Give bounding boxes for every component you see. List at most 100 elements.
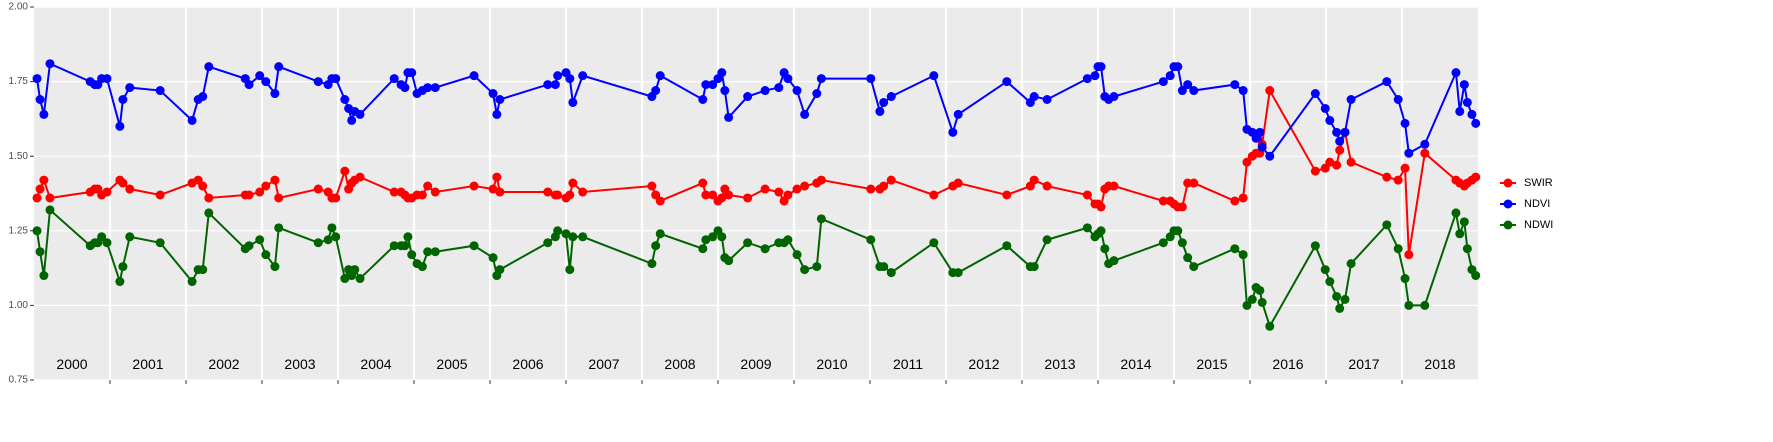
point xyxy=(125,83,135,93)
point xyxy=(1183,253,1193,263)
point xyxy=(32,74,42,84)
point xyxy=(543,187,553,197)
point xyxy=(1090,71,1100,81)
point xyxy=(331,232,341,242)
point xyxy=(1165,71,1175,81)
point xyxy=(331,74,341,84)
point xyxy=(1340,294,1350,304)
point xyxy=(102,74,112,84)
point xyxy=(32,193,42,203)
point xyxy=(1183,80,1193,90)
point xyxy=(743,92,753,102)
point xyxy=(423,83,433,93)
point xyxy=(774,187,784,197)
point xyxy=(155,190,165,200)
year-label: 2000 xyxy=(56,356,87,372)
point xyxy=(1247,294,1257,304)
point xyxy=(783,190,793,200)
point xyxy=(261,181,271,191)
year-label: 2010 xyxy=(816,356,847,372)
point xyxy=(1238,193,1248,203)
point xyxy=(1459,80,1469,90)
point xyxy=(118,178,128,188)
point xyxy=(1393,175,1403,185)
point xyxy=(1042,95,1052,105)
point xyxy=(743,238,753,248)
point xyxy=(39,175,49,185)
point xyxy=(355,274,365,284)
point xyxy=(270,262,280,272)
point xyxy=(708,232,718,242)
year-label: 2011 xyxy=(893,356,923,372)
legend-marker xyxy=(1503,220,1513,230)
point xyxy=(340,95,350,105)
point xyxy=(717,193,727,203)
point xyxy=(1189,178,1199,188)
point xyxy=(1335,303,1345,313)
point xyxy=(313,238,323,248)
point xyxy=(115,121,125,131)
point xyxy=(651,241,661,251)
point xyxy=(1082,74,1092,84)
point xyxy=(1325,115,1335,125)
year-label: 2015 xyxy=(1196,356,1227,372)
y-tick-label: 1.00 xyxy=(9,300,29,311)
year-label: 2002 xyxy=(208,356,239,372)
point xyxy=(1109,92,1119,102)
point xyxy=(550,80,560,90)
point xyxy=(32,226,42,236)
point xyxy=(812,89,822,99)
point xyxy=(543,238,553,248)
point xyxy=(717,232,727,242)
point xyxy=(800,109,810,119)
point xyxy=(495,265,505,275)
point xyxy=(1382,77,1392,87)
legend-label: NDVI xyxy=(1524,198,1550,210)
point xyxy=(1400,118,1410,128)
point xyxy=(1451,68,1461,78)
point xyxy=(255,235,265,245)
point xyxy=(1238,250,1248,260)
point xyxy=(1265,151,1275,161)
point xyxy=(1230,196,1240,206)
point xyxy=(1255,127,1265,137)
point xyxy=(565,190,575,200)
point xyxy=(115,277,125,287)
point xyxy=(45,59,55,69)
point xyxy=(929,238,939,248)
point xyxy=(698,178,708,188)
year-label: 2008 xyxy=(664,356,695,372)
point xyxy=(430,247,440,257)
point xyxy=(400,241,410,251)
point xyxy=(1320,265,1330,275)
point xyxy=(708,190,718,200)
point xyxy=(1404,148,1414,158)
point xyxy=(155,238,165,248)
point xyxy=(1189,262,1199,272)
point xyxy=(274,193,284,203)
legend-label: SWIR xyxy=(1524,177,1553,189)
point xyxy=(469,241,479,251)
year-label: 2012 xyxy=(968,356,999,372)
point xyxy=(1455,229,1465,239)
point xyxy=(879,181,889,191)
point xyxy=(488,184,498,194)
y-tick-label: 1.75 xyxy=(9,76,29,87)
point xyxy=(816,214,826,224)
point xyxy=(430,83,440,93)
year-label: 2014 xyxy=(1120,356,1151,372)
point xyxy=(1158,196,1168,206)
point xyxy=(407,68,417,78)
point xyxy=(717,68,727,78)
point xyxy=(1096,202,1106,212)
point xyxy=(118,262,128,272)
point xyxy=(355,109,365,119)
point xyxy=(1255,285,1265,295)
point xyxy=(1325,277,1335,287)
point xyxy=(274,62,284,72)
point xyxy=(340,166,350,176)
point xyxy=(1242,300,1252,310)
point xyxy=(812,262,822,272)
point xyxy=(565,74,575,84)
y-tick-label: 0.75 xyxy=(9,375,29,386)
